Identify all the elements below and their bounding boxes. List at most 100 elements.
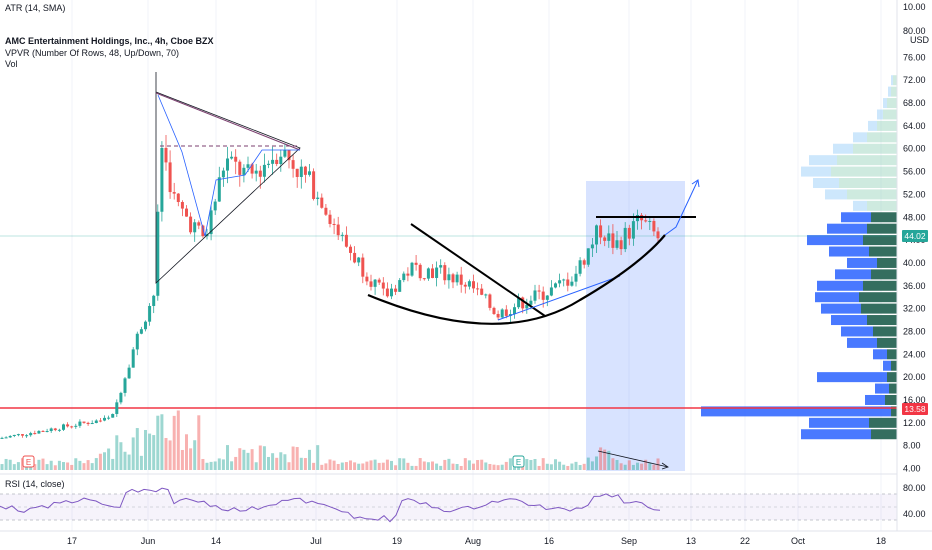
candle-body — [123, 378, 127, 393]
last-price-tag: 44.02 — [902, 230, 928, 242]
candle-body — [631, 221, 635, 239]
price-axis-label: 64.00 — [903, 121, 926, 131]
profile-up — [839, 178, 897, 188]
volume-bar — [62, 462, 65, 470]
candle-body — [545, 295, 549, 300]
profile-down — [853, 200, 867, 211]
candle-body — [226, 158, 229, 171]
profile-up — [883, 109, 897, 120]
candle-body — [533, 290, 537, 301]
profile-down — [847, 257, 877, 268]
candle-body — [312, 171, 316, 199]
earnings-marker-2[interactable]: E — [512, 455, 525, 468]
volume-bar — [103, 452, 106, 470]
candle-body — [582, 260, 586, 265]
profile-down — [827, 223, 867, 234]
vpvr-legend[interactable]: VPVR (Number Of Rows, 48, Up/Down, 70) — [5, 48, 180, 58]
profile-down — [817, 280, 863, 291]
candle-body — [590, 244, 594, 249]
volume-bar — [139, 455, 143, 470]
candle-body — [586, 248, 590, 265]
volume-bar — [484, 462, 488, 470]
price-axis-label: 48.00 — [903, 212, 926, 222]
candle-body — [467, 281, 471, 287]
volume-bar — [533, 459, 537, 470]
earnings-marker-1[interactable]: E — [22, 455, 35, 468]
volume-bar — [271, 453, 275, 470]
candle-body — [480, 288, 484, 295]
candle-body — [353, 252, 357, 263]
volume-bar — [361, 463, 365, 470]
price-axis-label: 40.00 — [903, 258, 926, 268]
volume-bar — [525, 459, 529, 470]
candle-body — [644, 220, 648, 222]
volume-bar — [590, 461, 594, 470]
candle-body — [213, 201, 217, 211]
symbol-legend[interactable]: AMC Entertainment Holdings, Inc., 4h, Cb… — [5, 36, 214, 46]
candle-body — [525, 304, 529, 309]
volume-bar — [631, 464, 635, 470]
candle-body — [377, 279, 381, 283]
profile-up — [863, 235, 897, 246]
candle-body — [78, 421, 82, 426]
volume-bar — [451, 463, 455, 470]
profile-up — [847, 189, 897, 200]
price-axis-label: 32.00 — [903, 304, 926, 314]
profile-up — [853, 143, 897, 154]
volume-bar — [156, 415, 160, 470]
volume-bar — [426, 462, 430, 470]
candle-body — [636, 215, 639, 222]
candle-body — [262, 164, 266, 177]
rsi-legend[interactable]: RSI (14, close) — [5, 479, 65, 489]
volume-bar — [275, 457, 279, 470]
volume-bar — [254, 462, 258, 470]
candle-body — [242, 167, 246, 175]
volume-bar — [648, 462, 652, 470]
candle-body — [267, 163, 270, 165]
volume-bar — [189, 448, 193, 470]
volume-bar — [127, 454, 131, 470]
time-axis-label: 18 — [876, 536, 886, 546]
profile-up — [887, 349, 897, 360]
candle-body — [652, 220, 656, 232]
volume-bar — [336, 463, 340, 470]
volume-bar — [185, 434, 188, 470]
atr-legend[interactable]: ATR (14, SMA) — [5, 3, 66, 13]
pattern-drawings[interactable] — [155, 72, 700, 470]
profile-down — [883, 360, 891, 371]
volume-bar — [398, 458, 402, 470]
candle-body — [472, 281, 475, 289]
volume-bar — [230, 461, 234, 470]
candle-body — [8, 435, 12, 438]
profile-up — [837, 155, 897, 166]
volume-bar — [303, 458, 307, 470]
profile-down — [891, 75, 893, 86]
volume-bar — [0, 464, 4, 470]
volume-bar — [152, 435, 156, 470]
volume-bar — [209, 461, 213, 470]
profile-up — [873, 326, 897, 337]
volume-bar — [33, 464, 37, 470]
volume-bar — [148, 433, 152, 470]
volume-bar — [611, 458, 615, 470]
candle-body — [135, 333, 139, 350]
candle-body — [332, 223, 336, 225]
resistance-trend — [410, 223, 546, 317]
candle-body — [623, 227, 627, 250]
volume-bar — [558, 461, 562, 470]
volume-bar — [45, 464, 49, 470]
volume-bar — [381, 462, 385, 470]
profile-up — [877, 120, 897, 131]
support-price-tag: 13.58 — [902, 403, 928, 415]
volume-bar — [164, 437, 168, 470]
price-axis-label: 36.00 — [903, 281, 926, 291]
volume-bar — [357, 463, 361, 470]
flag-wave — [157, 94, 300, 237]
projection-zone[interactable] — [586, 181, 685, 471]
candle-body — [250, 164, 254, 174]
volume-bar — [443, 459, 447, 470]
vol-legend[interactable]: Vol — [5, 59, 18, 69]
candle-body — [25, 435, 29, 437]
volume-bar — [283, 454, 287, 470]
